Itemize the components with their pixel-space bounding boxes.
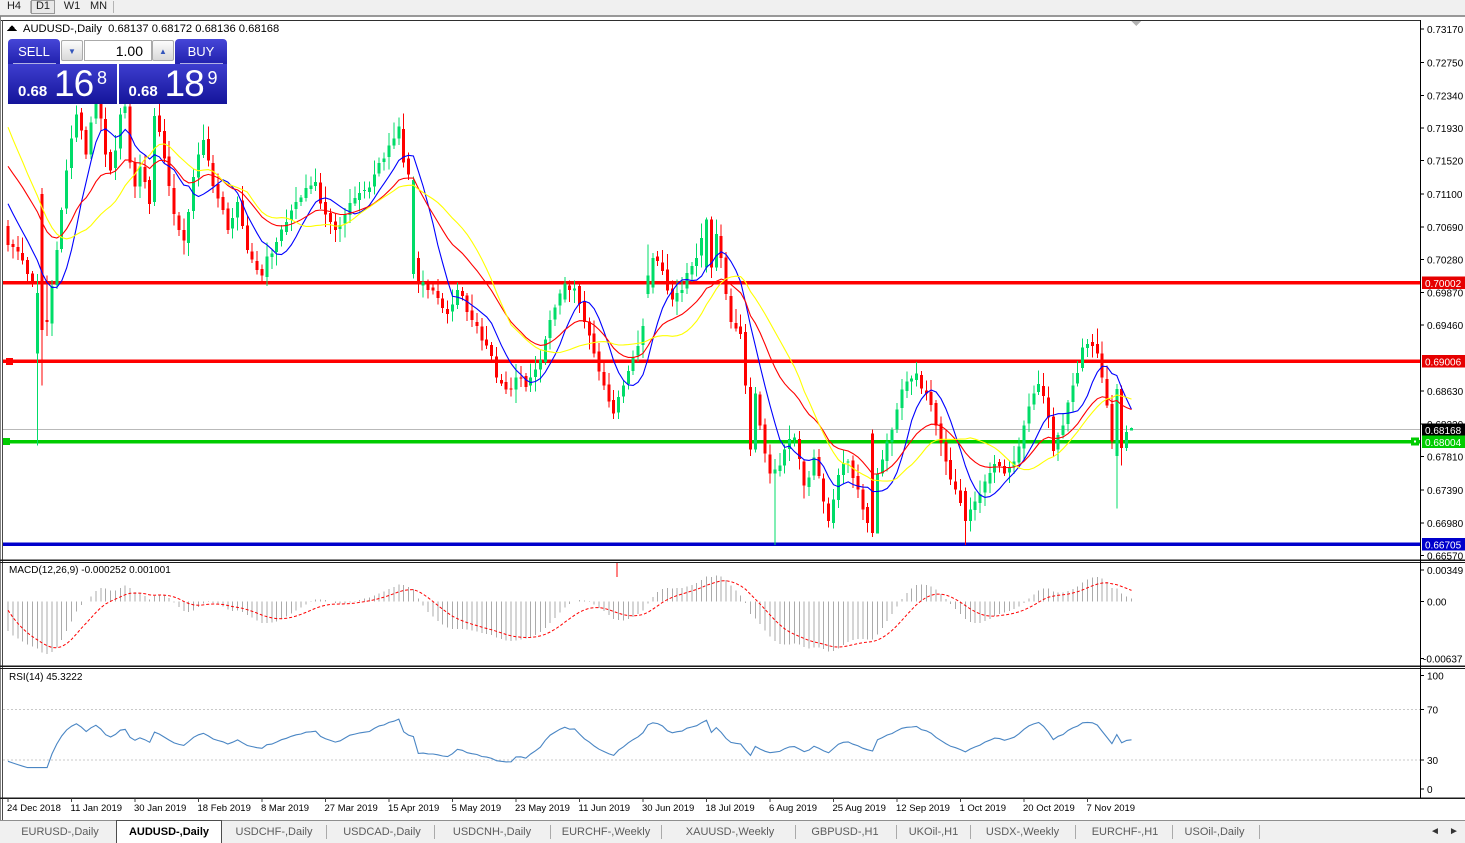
svg-text:0.69460: 0.69460 bbox=[1427, 321, 1464, 332]
svg-text:18 Feb 2019: 18 Feb 2019 bbox=[198, 803, 251, 814]
svg-text:0.67810: 0.67810 bbox=[1427, 453, 1464, 464]
svg-text:23 May 2019: 23 May 2019 bbox=[515, 803, 570, 814]
svg-text:0.68168: 0.68168 bbox=[1425, 426, 1462, 437]
svg-text:0.72750: 0.72750 bbox=[1427, 59, 1464, 70]
svg-text:0.66570: 0.66570 bbox=[1427, 552, 1464, 563]
svg-text:11 Jun 2019: 11 Jun 2019 bbox=[579, 803, 631, 814]
svg-text:0.66705: 0.66705 bbox=[1425, 541, 1462, 552]
svg-text:100: 100 bbox=[1427, 672, 1444, 683]
svg-text:0.72340: 0.72340 bbox=[1427, 91, 1464, 102]
svg-text:AUDUSD-,Daily 0.68137 0.68172: AUDUSD-,Daily 0.68137 0.68172 0.68136 0.… bbox=[23, 23, 279, 35]
svg-text:MACD(12,26,9) -0.000252 0.0010: MACD(12,26,9) -0.000252 0.001001 bbox=[9, 565, 171, 576]
svg-text:0.68004: 0.68004 bbox=[1425, 438, 1462, 449]
svg-text:20 Oct 2019: 20 Oct 2019 bbox=[1023, 803, 1075, 814]
svg-text:27 Mar 2019: 27 Mar 2019 bbox=[325, 803, 378, 814]
svg-text:0.70690: 0.70690 bbox=[1427, 223, 1464, 234]
svg-text:0.71100: 0.71100 bbox=[1427, 190, 1463, 201]
svg-text:0.70002: 0.70002 bbox=[1425, 279, 1462, 290]
svg-text:0.00349: 0.00349 bbox=[1427, 566, 1464, 577]
svg-text:0.67390: 0.67390 bbox=[1427, 486, 1464, 497]
svg-text:0.66980: 0.66980 bbox=[1427, 519, 1464, 530]
svg-text:30 Jan 2019: 30 Jan 2019 bbox=[134, 803, 186, 814]
svg-text:0.71520: 0.71520 bbox=[1427, 157, 1464, 168]
svg-text:30: 30 bbox=[1427, 756, 1439, 767]
svg-text:RSI(14) 45.3222: RSI(14) 45.3222 bbox=[9, 672, 83, 683]
svg-text:15 Apr 2019: 15 Apr 2019 bbox=[388, 803, 439, 814]
svg-text:0.70280: 0.70280 bbox=[1427, 256, 1464, 267]
svg-text:8 Mar 2019: 8 Mar 2019 bbox=[261, 803, 309, 814]
svg-text:1 Oct 2019: 1 Oct 2019 bbox=[960, 803, 1006, 814]
svg-text:7 Nov 2019: 7 Nov 2019 bbox=[1087, 803, 1136, 814]
svg-text:0.73170: 0.73170 bbox=[1427, 25, 1464, 36]
svg-text:70: 70 bbox=[1427, 706, 1439, 717]
svg-text:24 Dec 2018: 24 Dec 2018 bbox=[7, 803, 61, 814]
svg-text:30 Jun 2019: 30 Jun 2019 bbox=[642, 803, 694, 814]
svg-text:11 Jan 2019: 11 Jan 2019 bbox=[71, 803, 123, 814]
svg-text:5 May 2019: 5 May 2019 bbox=[452, 803, 502, 814]
svg-text:0.69870: 0.69870 bbox=[1427, 288, 1464, 299]
svg-text:0: 0 bbox=[1427, 785, 1433, 796]
svg-text:25 Aug 2019: 25 Aug 2019 bbox=[833, 803, 886, 814]
svg-text:0.71930: 0.71930 bbox=[1427, 124, 1464, 135]
svg-text:0.68630: 0.68630 bbox=[1427, 387, 1464, 398]
svg-text:0.00: 0.00 bbox=[1427, 597, 1447, 608]
svg-text:-0.00637: -0.00637 bbox=[1423, 654, 1463, 665]
svg-text:6 Aug 2019: 6 Aug 2019 bbox=[769, 803, 817, 814]
svg-text:0.69006: 0.69006 bbox=[1425, 358, 1462, 369]
svg-text:12 Sep 2019: 12 Sep 2019 bbox=[896, 803, 950, 814]
svg-text:18 Jul 2019: 18 Jul 2019 bbox=[706, 803, 755, 814]
